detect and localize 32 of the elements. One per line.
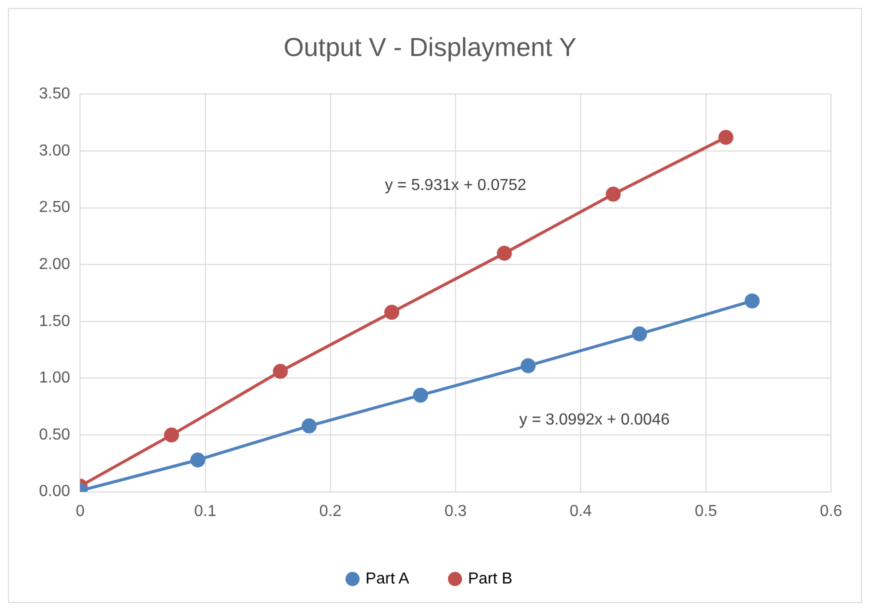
y-tick-label: 3.50	[39, 86, 70, 103]
point	[384, 304, 400, 320]
point	[520, 358, 536, 374]
point	[413, 388, 428, 403]
point	[302, 418, 317, 434]
y-tick-label: 0.50	[39, 426, 70, 444]
legend-label: Part B	[468, 570, 512, 588]
annotation: y = 5.931x + 0.0752	[384, 177, 526, 194]
point	[496, 246, 512, 261]
y-tick-label: 2.00	[39, 256, 70, 274]
x-tick-label: 0	[76, 502, 85, 520]
x-tick-label: 0.6	[820, 502, 842, 520]
annotation: y = 3.0992x + 0.0046	[519, 412, 670, 429]
x-tick-label: 0.4	[570, 502, 592, 520]
point	[164, 428, 179, 442]
y-tick-label: 0.00	[39, 483, 70, 500]
chart-title: Output V - Displayment Y	[284, 32, 576, 62]
y-tick-label: 2.50	[39, 199, 70, 216]
point	[718, 130, 734, 145]
point	[632, 326, 648, 342]
x-tick-label: 0.1	[194, 502, 217, 520]
point	[744, 293, 760, 308]
x-tick-label: 0.5	[694, 502, 718, 520]
legend-label: Part A	[366, 570, 410, 588]
point	[190, 452, 206, 468]
x-tick-label: 0.3	[444, 502, 467, 520]
x-tick-label: 0.2	[319, 502, 342, 520]
y-tick-label: 1.00	[39, 370, 70, 387]
point	[272, 364, 288, 379]
y-tick-label: 1.50	[39, 312, 70, 330]
point	[606, 186, 621, 202]
y-tick-label: 3.00	[39, 142, 70, 160]
